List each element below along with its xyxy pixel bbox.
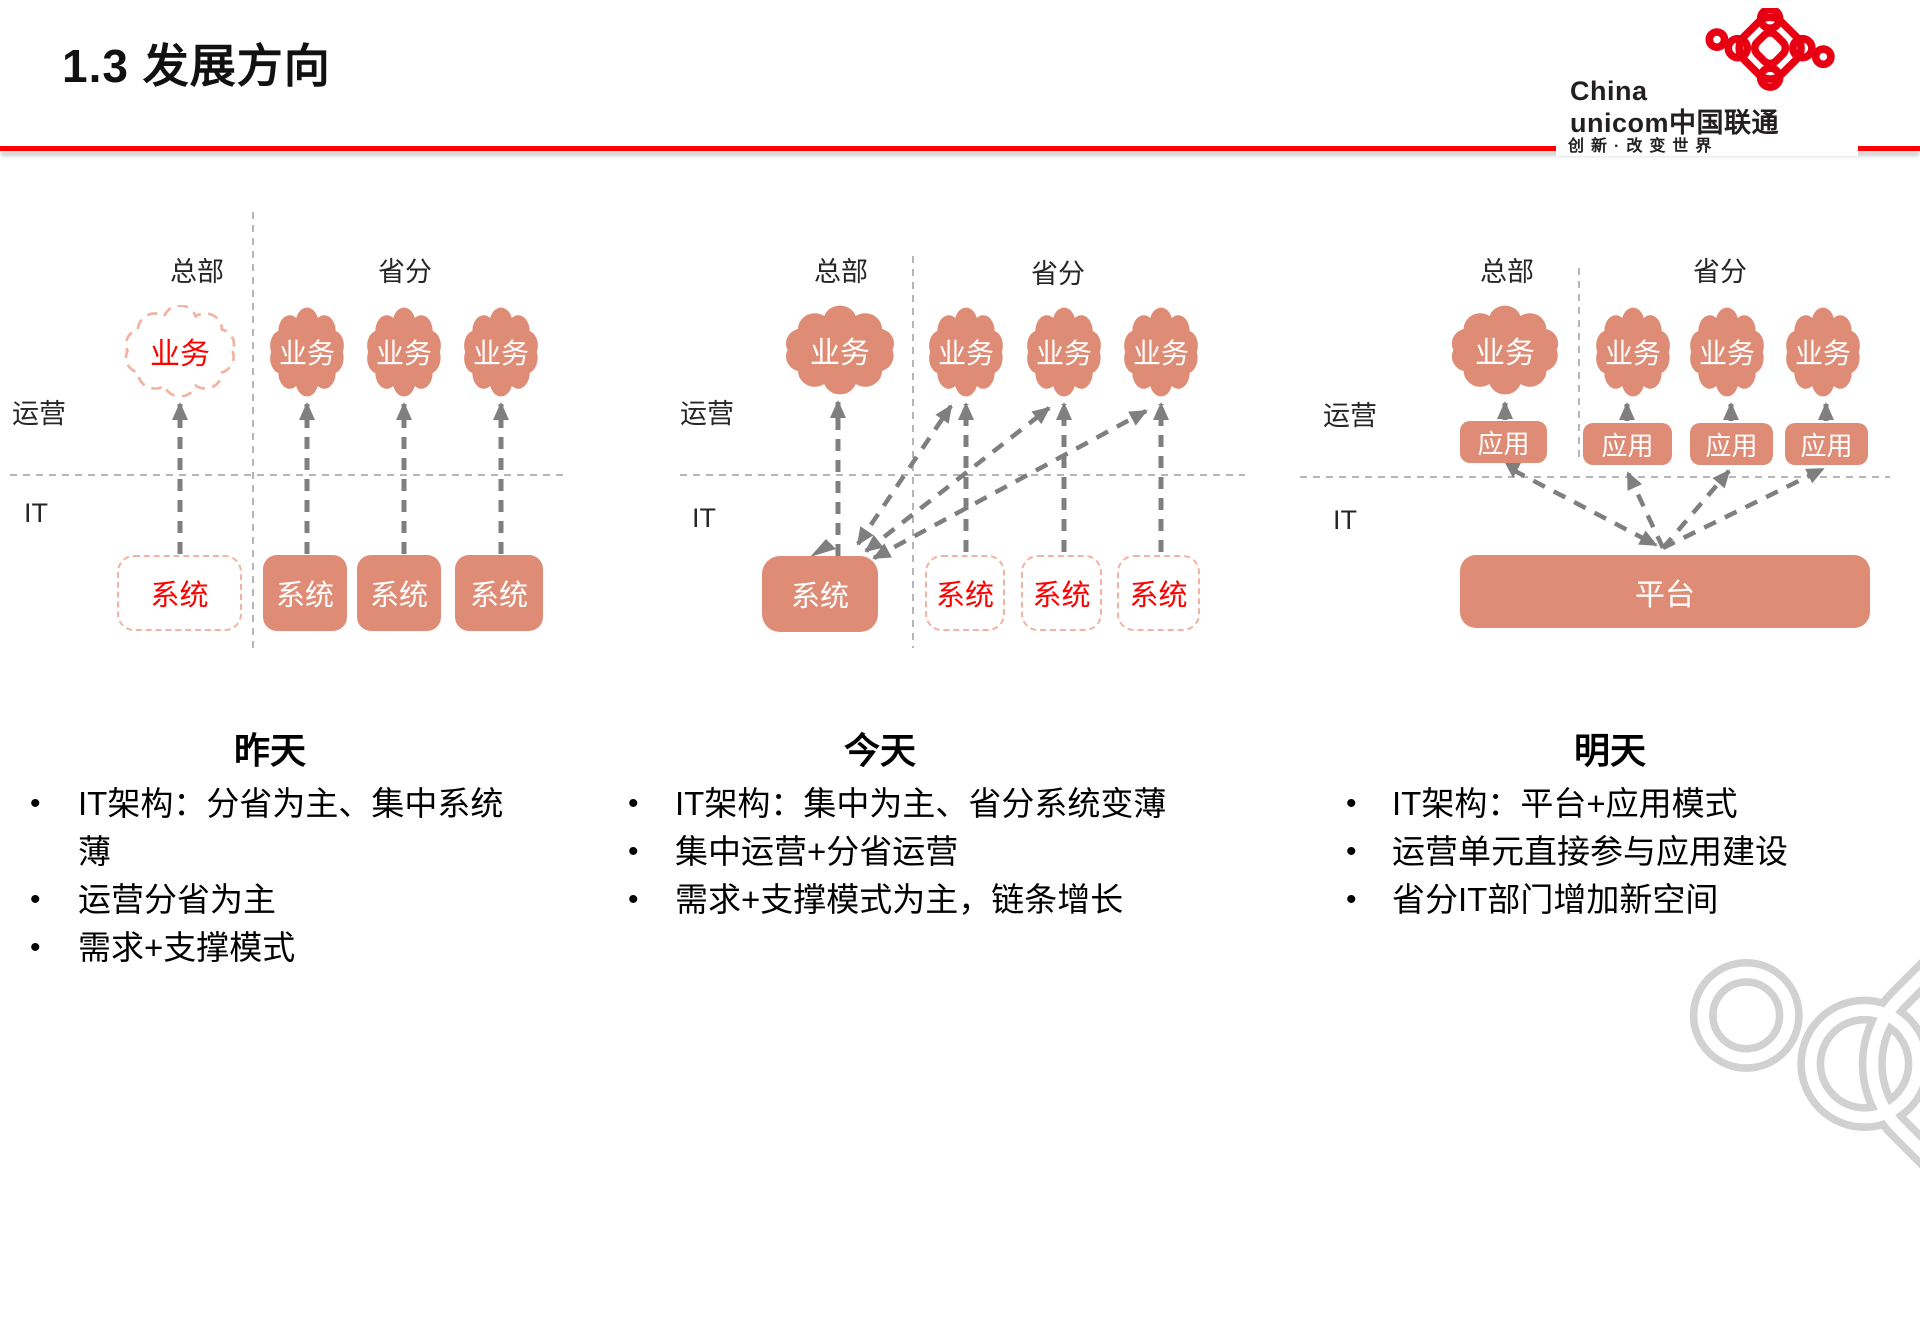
- d1-it-label: IT: [24, 498, 48, 528]
- d3-province-business-cloud: 业务: [1780, 307, 1866, 397]
- d1-province-business-cloud: 业务: [361, 307, 447, 397]
- d2-province-system-box: 系统: [1117, 555, 1200, 631]
- cloud-label: 业务: [150, 338, 210, 371]
- d3-province-app-box: 应用: [1583, 423, 1672, 465]
- d2-ops-label: 运营: [680, 399, 734, 429]
- d2-it-label: IT: [692, 503, 716, 533]
- d2-hq-system-box: 系统: [762, 556, 878, 632]
- d1-province-business-cloud: 业务: [458, 307, 544, 397]
- caption-today: 今天: [843, 730, 916, 771]
- d3-hq-app-box: 应用: [1460, 421, 1547, 463]
- d2-province-business-cloud: 业务: [1021, 307, 1107, 397]
- d3-province-business-cloud: 业务: [1684, 307, 1770, 397]
- cloud-label: 业务: [1794, 338, 1851, 369]
- diagram-connectors: [10, 212, 1890, 648]
- page-title: 1.3 发展方向: [62, 40, 331, 92]
- cloud-label: 业务: [1475, 337, 1535, 370]
- diagram-yesterday: 总部 省分 运营 IT 业务 业务 业务 业务 系统 系统 系统 系统: [12, 257, 544, 631]
- d2-converge-arrowhead: [810, 539, 836, 557]
- d1-province-business-cloud: 业务: [264, 307, 350, 397]
- d3-hq-business-cloud: 业务: [1443, 305, 1567, 395]
- china-unicom-logo: China unicom中国联通 创新·改变世界: [1556, 0, 1858, 156]
- logo-brand-line1: China: [1570, 76, 1648, 106]
- d3-province-label: 省分: [1693, 257, 1747, 287]
- d3-province-app-box: 应用: [1690, 423, 1773, 465]
- cloud-label: 业务: [375, 338, 432, 369]
- bullet-item: 集中运营+分省运营: [560, 828, 1200, 876]
- d2-province-label: 省分: [1031, 259, 1085, 289]
- d1-province-system-box: 系统: [357, 555, 441, 631]
- d3-hq-label: 总部: [1480, 257, 1534, 287]
- d1-province-system-box: 系统: [455, 555, 543, 631]
- d1-hq-label: 总部: [170, 257, 224, 287]
- bullet-item: IT架构：平台+应用模式: [1330, 780, 1890, 828]
- bullet-item: 运营分省为主: [20, 876, 520, 924]
- column-tomorrow: 明天 IT架构：平台+应用模式 运营单元直接参与应用建设 省分IT部门增加新空间: [1330, 722, 1890, 924]
- column-today: 今天 IT架构：集中为主、省分系统变薄 集中运营+分省运营 需求+支撑模式为主，…: [560, 722, 1200, 924]
- diagram-tomorrow: 总部 省分 运营 IT 业务 业务 业务 业务 应用 应用 应用 应用 平台: [1323, 257, 1870, 628]
- bullet-item: 需求+支撑模式: [20, 924, 520, 972]
- bullet-list: IT架构：集中为主、省分系统变薄 集中运营+分省运营 需求+支撑模式为主，链条增…: [560, 780, 1200, 924]
- cloud-label: 业务: [810, 337, 870, 370]
- column-yesterday: 昨天 IT架构：分省为主、集中系统薄 运营分省为主 需求+支撑模式: [20, 722, 520, 972]
- d1-province-label: 省分: [378, 257, 432, 287]
- bullet-list: IT架构：平台+应用模式 运营单元直接参与应用建设 省分IT部门增加新空间: [1330, 780, 1890, 924]
- bullet-item: 运营单元直接参与应用建设: [1330, 828, 1890, 876]
- d3-province-app-box: 应用: [1785, 423, 1868, 465]
- d3-province-business-cloud: 业务: [1590, 307, 1676, 397]
- d2-hq-label: 总部: [814, 257, 868, 287]
- bullet-item: IT架构：分省为主、集中系统薄: [20, 780, 520, 876]
- d2-province-business-cloud: 业务: [923, 307, 1009, 397]
- cloud-label: 业务: [278, 338, 335, 369]
- logo-tagline: 创新·改变世界: [1568, 138, 1719, 155]
- bullet-list: IT架构：分省为主、集中系统薄 运营分省为主 需求+支撑模式: [20, 780, 520, 972]
- d3-hq-app-arrowhead: [1504, 461, 1522, 478]
- logo-brand-line2: unicom中国联通: [1570, 108, 1780, 138]
- cloud-label: 业务: [937, 338, 994, 369]
- d2-hq-business-cloud: 业务: [777, 305, 903, 395]
- bullet-item: 需求+支撑模式为主，链条增长: [560, 876, 1200, 924]
- d2-province-system-box: 系统: [925, 555, 1005, 631]
- cloud-label: 业务: [1035, 338, 1092, 369]
- d3-platform-bar: 平台: [1460, 555, 1870, 628]
- caption-tomorrow: 明天: [1573, 730, 1646, 771]
- header-divider-rule: [0, 146, 1920, 151]
- d3-ops-label: 运营: [1323, 401, 1377, 431]
- bullet-item: 省分IT部门增加新空间: [1330, 876, 1890, 924]
- d1-hq-business-cloud: 业务: [117, 305, 243, 397]
- cloud-label: 业务: [1604, 338, 1661, 369]
- d1-hq-system-box: 系统: [117, 555, 242, 631]
- unicom-knot-icon: [1696, 8, 1848, 94]
- cloud-label: 业务: [1132, 338, 1189, 369]
- d1-ops-label: 运营: [12, 399, 66, 429]
- diagram-today: 总部 省分 运营 IT 业务 业务 业务 业务 系统 系统 系统 系统: [680, 257, 1204, 632]
- d2-province-system-box: 系统: [1021, 555, 1102, 631]
- cloud-label: 业务: [472, 338, 529, 369]
- d3-it-label: IT: [1333, 505, 1357, 535]
- d2-province-business-cloud: 业务: [1118, 307, 1204, 397]
- bullet-item: IT架构：集中为主、省分系统变薄: [560, 780, 1200, 828]
- cloud-label: 业务: [1698, 338, 1755, 369]
- caption-yesterday: 昨天: [233, 730, 306, 771]
- d1-province-system-box: 系统: [263, 555, 347, 631]
